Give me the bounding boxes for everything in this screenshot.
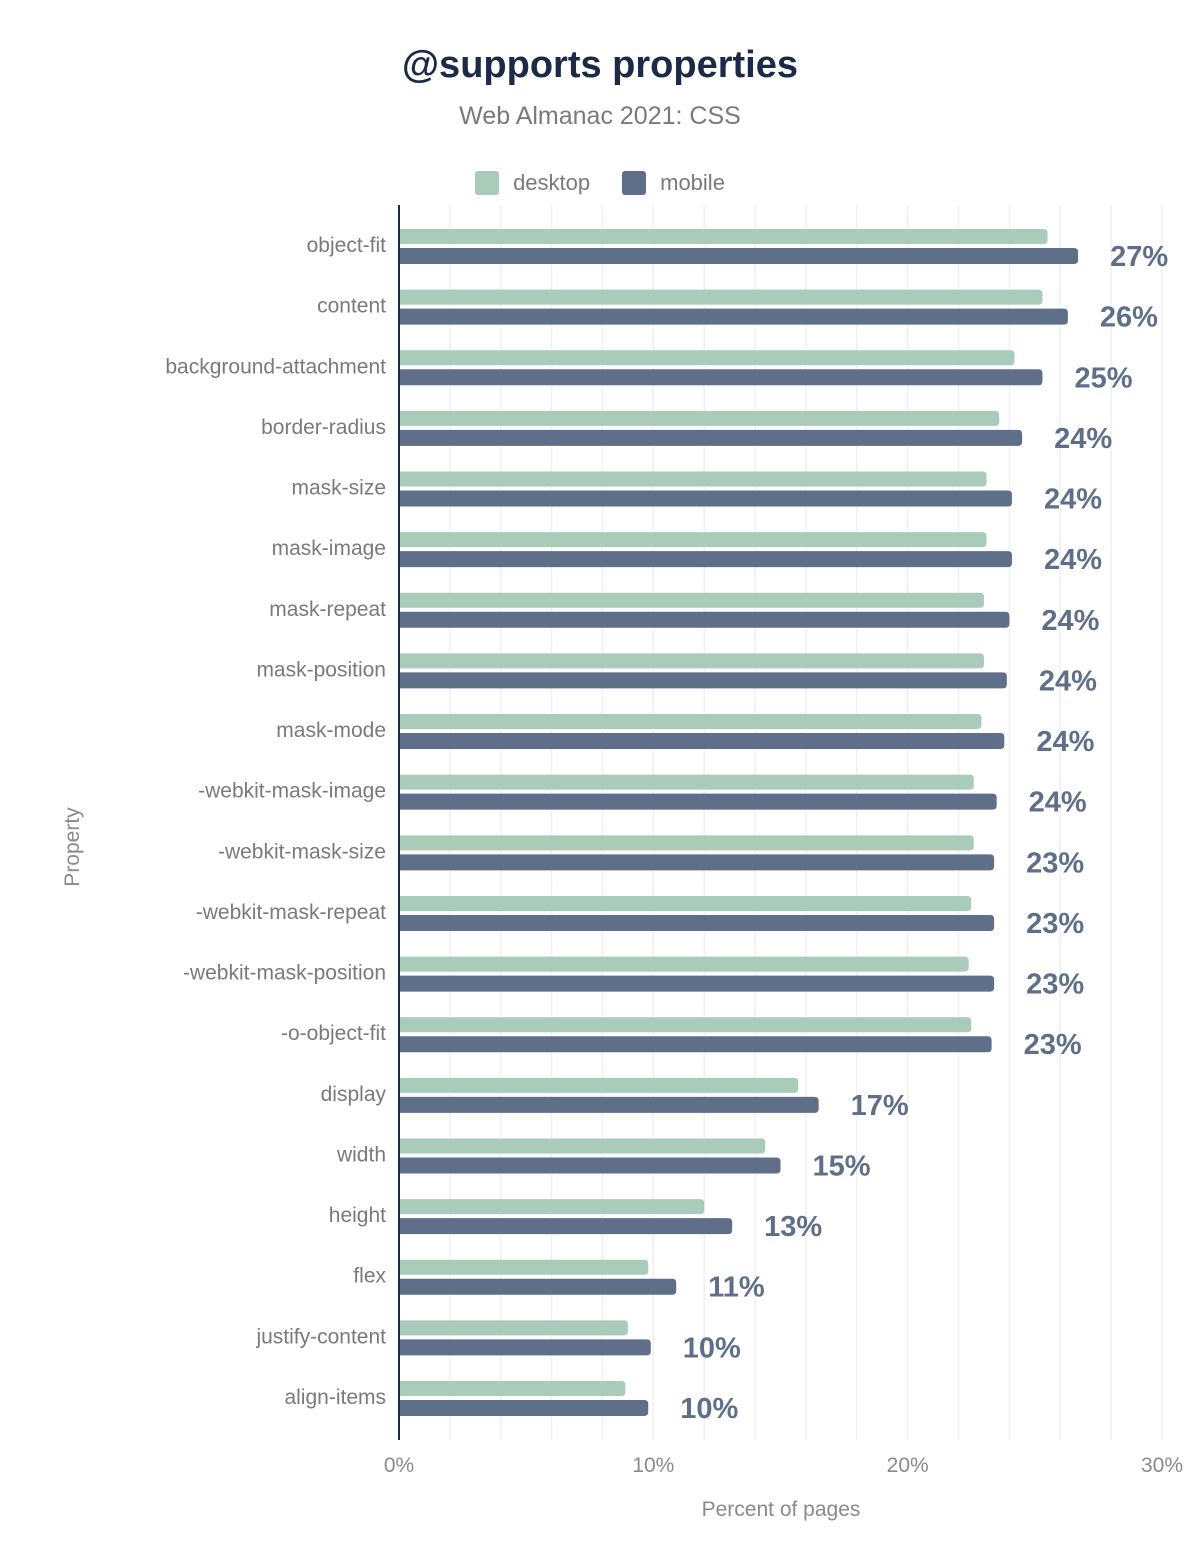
data-label: 15% xyxy=(813,1150,871,1182)
bar-desktop xyxy=(399,229,1048,244)
data-label: 23% xyxy=(1024,1029,1082,1061)
y-tick-label: mask-position xyxy=(256,658,386,681)
bar-desktop xyxy=(399,653,984,669)
data-label: 11% xyxy=(708,1272,765,1304)
bar-mobile xyxy=(399,1096,819,1113)
bar-desktop xyxy=(399,895,972,911)
bar-mobile xyxy=(399,793,997,810)
legend-item-desktop[interactable]: desktop xyxy=(475,170,590,196)
y-tick-label: display xyxy=(321,1083,387,1106)
bar-mobile xyxy=(399,1278,677,1295)
y-tick-label: mask-repeat xyxy=(269,598,386,621)
y-tick-label: align-items xyxy=(284,1386,386,1409)
x-axis-title: Percent of pages xyxy=(702,1498,861,1521)
y-tick-label: object-fit xyxy=(307,234,387,257)
y-tick-label: width xyxy=(336,1143,386,1166)
chart-subtitle: Web Almanac 2021: CSS xyxy=(459,102,741,130)
y-tick-label: mask-image xyxy=(272,537,386,560)
y-tick-label: mask-mode xyxy=(276,719,386,742)
data-label: 24% xyxy=(1054,423,1112,455)
bar-mobile xyxy=(399,975,995,992)
data-label: 10% xyxy=(683,1332,741,1364)
y-tick-label: -webkit-mask-position xyxy=(183,962,386,985)
bar-desktop xyxy=(399,714,982,730)
bar-mobile xyxy=(399,1036,992,1053)
legend-item-mobile[interactable]: mobile xyxy=(622,170,725,196)
chart-title: @supports properties xyxy=(402,44,798,86)
bar-desktop xyxy=(399,1199,705,1215)
y-tick-label: border-radius xyxy=(261,416,386,439)
bar-mobile xyxy=(399,1157,781,1174)
y-tick-label: mask-size xyxy=(291,477,386,500)
bar-mobile xyxy=(399,551,1012,568)
bar-mobile xyxy=(399,490,1012,507)
bar-desktop xyxy=(399,592,984,608)
bar-mobile xyxy=(399,369,1043,386)
y-tick-label: -webkit-mask-image xyxy=(198,780,386,803)
bar-mobile xyxy=(399,248,1079,264)
bar-desktop xyxy=(399,1017,972,1033)
legend-label-mobile: mobile xyxy=(660,170,725,195)
bar-mobile xyxy=(399,1400,649,1416)
bar-desktop xyxy=(399,1138,766,1154)
data-label: 26% xyxy=(1100,302,1158,334)
y-tick-label: -webkit-mask-size xyxy=(218,840,386,863)
y-tick-label: justify-content xyxy=(255,1325,386,1348)
bar-desktop xyxy=(399,774,974,790)
bar-desktop xyxy=(399,471,987,487)
legend-swatch-desktop xyxy=(475,171,500,195)
y-tick-label: background-attachment xyxy=(165,355,386,378)
bar-mobile xyxy=(399,914,995,931)
bar-desktop xyxy=(399,410,1000,426)
bar-desktop xyxy=(399,350,1015,366)
data-label: 24% xyxy=(1036,726,1094,758)
data-label: 25% xyxy=(1074,362,1132,394)
bar-desktop xyxy=(399,956,969,972)
data-label: 23% xyxy=(1026,847,1084,879)
data-label: 24% xyxy=(1044,544,1102,576)
bar-mobile xyxy=(399,1339,651,1356)
bar-mobile xyxy=(399,429,1023,446)
y-tick-label: -o-object-fit xyxy=(281,1022,386,1045)
legend-label-desktop: desktop xyxy=(513,170,591,195)
bar-mobile xyxy=(399,1218,733,1235)
bar-mobile xyxy=(399,611,1010,628)
y-tick-label: content xyxy=(317,295,386,318)
bar-desktop xyxy=(399,289,1043,305)
y-axis-title: Property xyxy=(61,807,84,887)
y-tick-label: height xyxy=(329,1204,386,1227)
x-tick-label: 0% xyxy=(384,1454,414,1477)
data-label: 23% xyxy=(1026,969,1084,1001)
bar-desktop xyxy=(399,532,987,548)
y-tick-label: -webkit-mask-repeat xyxy=(196,901,386,924)
data-label: 24% xyxy=(1029,787,1087,819)
bar-desktop xyxy=(399,1077,799,1093)
data-label: 24% xyxy=(1044,484,1102,516)
x-tick-label: 30% xyxy=(1141,1454,1183,1477)
bar-desktop xyxy=(399,1320,628,1336)
y-tick-label: flex xyxy=(353,1265,386,1288)
bar-desktop xyxy=(399,835,974,851)
data-label: 24% xyxy=(1041,605,1099,637)
bar-mobile xyxy=(399,672,1007,689)
data-label: 10% xyxy=(680,1393,738,1425)
legend: desktop mobile xyxy=(0,170,1200,196)
bar-mobile xyxy=(399,308,1068,325)
bar-mobile xyxy=(399,854,995,871)
x-tick-label: 10% xyxy=(632,1454,674,1477)
bar-desktop xyxy=(399,1259,649,1275)
bar-desktop xyxy=(399,1381,626,1396)
data-label: 13% xyxy=(764,1211,822,1243)
data-label: 27% xyxy=(1110,241,1168,273)
x-tick-label: 20% xyxy=(887,1454,929,1477)
data-label: 24% xyxy=(1039,665,1097,697)
data-label: 23% xyxy=(1026,908,1084,940)
data-label: 17% xyxy=(851,1090,909,1122)
legend-swatch-mobile xyxy=(622,171,647,195)
bar-mobile xyxy=(399,733,1005,750)
